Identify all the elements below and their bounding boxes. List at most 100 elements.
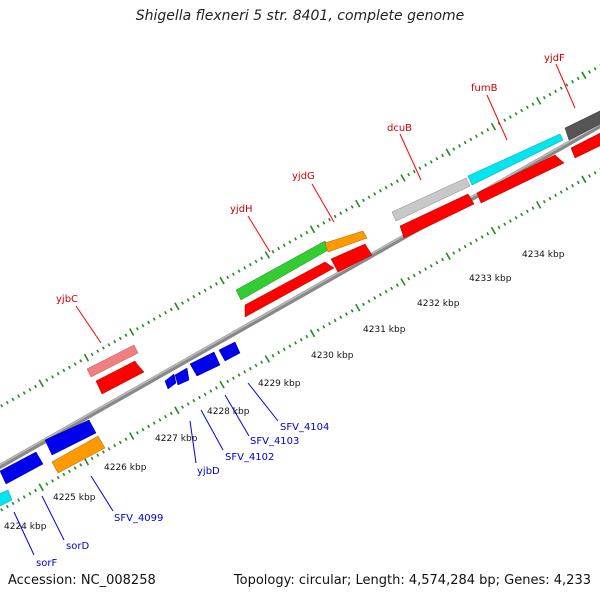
- lower-minor-tick: [101, 450, 105, 454]
- gene-label-dcuB: dcuB: [387, 123, 412, 134]
- lower-gene-labels: sorF sorD SFV_4099 yjbD SFV_4102 SFV_410…: [13, 382, 329, 569]
- lower-minor-tick: [514, 216, 518, 220]
- gene-yjdG: [324, 230, 368, 253]
- upper-minor-tick: [73, 362, 77, 366]
- upper-minor-tick: [56, 372, 60, 376]
- kbp-label-4224: 4224 kbp: [4, 522, 47, 532]
- gene-fumB: [467, 133, 564, 186]
- upper-minor-tick: [458, 144, 461, 148]
- lower-minor-tick: [458, 248, 461, 252]
- tick-row-lower: [0, 168, 600, 512]
- lower-minor-tick: [198, 395, 201, 400]
- gene-label-yjbC: yjbC: [56, 294, 78, 305]
- lower-minor-tick: [345, 312, 348, 316]
- lower-minor-tick: [22, 495, 26, 499]
- lower-minor-tick: [118, 440, 122, 445]
- lower-minor-tick: [412, 273, 416, 278]
- upper-minor-tick: [424, 163, 428, 167]
- gene-blue-2: [174, 367, 190, 386]
- leader-yjdF: [555, 63, 576, 109]
- upper-major-tick: [400, 174, 406, 182]
- lower-minor-tick: [486, 232, 490, 236]
- lower-minor-tick: [107, 447, 111, 451]
- upper-major-tick: [355, 199, 361, 208]
- upper-minor-tick: [118, 336, 122, 341]
- lower-minor-tick: [503, 222, 507, 226]
- upper-major-tick: [129, 328, 135, 336]
- upper-minor-tick: [486, 128, 490, 132]
- gene-blue-3: [189, 351, 221, 377]
- gene-yjdF: [564, 110, 600, 141]
- gene-red-4: [399, 193, 475, 239]
- upper-minor-tick: [135, 327, 139, 331]
- upper-minor-tick: [209, 285, 213, 289]
- lower-minor-tick: [350, 309, 354, 313]
- kbp-label-4227: 4227 kbp: [155, 434, 198, 444]
- lower-minor-tick: [328, 322, 331, 326]
- gene-blue-6: [44, 419, 97, 456]
- lower-minor-tick: [51, 479, 54, 483]
- lower-minor-tick: [11, 501, 15, 506]
- gene-label-SFV_4104: SFV_4104: [280, 422, 329, 433]
- gene-red-2: [244, 261, 335, 318]
- upper-minor-tick: [124, 333, 128, 337]
- gene-orange-1: [51, 435, 106, 474]
- upper-minor-tick: [260, 256, 264, 260]
- lower-minor-tick: [147, 424, 151, 429]
- leader-SFV_4099: [90, 475, 114, 512]
- upper-minor-tick: [169, 307, 173, 312]
- upper-minor-tick: [339, 211, 343, 215]
- leader-yjdG: [311, 183, 335, 223]
- lower-minor-tick: [339, 315, 343, 319]
- gene-blue-4: [218, 341, 241, 362]
- kbp-label-4228: 4228 kbp: [207, 407, 250, 417]
- upper-minor-tick: [107, 343, 111, 347]
- lower-minor-tick: [243, 370, 247, 374]
- upper-minor-tick: [452, 147, 456, 151]
- upper-minor-tick: [328, 218, 331, 222]
- leader-yjbD: [189, 420, 197, 464]
- lower-minor-tick: [237, 373, 241, 377]
- upper-gene-labels: yjbC yjdH yjdG dcuB fumB yjdF: [56, 53, 576, 344]
- upper-minor-tick: [288, 240, 292, 244]
- gene-label-SFV_4103: SFV_4103: [250, 436, 299, 447]
- upper-minor-tick: [299, 234, 303, 238]
- upper-minor-tick: [0, 404, 4, 408]
- gene-label-sorD: sorD: [66, 541, 89, 552]
- upper-minor-tick: [5, 400, 9, 405]
- lower-minor-tick: [480, 235, 484, 239]
- kbp-label-4234: 4234 kbp: [522, 250, 565, 260]
- lower-minor-tick: [45, 482, 49, 486]
- upper-minor-tick: [248, 262, 252, 267]
- lower-minor-tick: [531, 206, 535, 210]
- lower-minor-tick: [271, 354, 275, 358]
- lower-minor-tick: [0, 508, 4, 512]
- gene-cyan-1: [0, 489, 13, 507]
- lower-minor-tick: [418, 270, 422, 274]
- lower-minor-tick: [181, 405, 184, 409]
- kbp-label-4231: 4231 kbp: [363, 325, 406, 335]
- upper-minor-tick: [441, 153, 444, 158]
- gene-red-5: [476, 154, 565, 204]
- gene-dcuB: [391, 177, 471, 222]
- kbp-label-4226: 4226 kbp: [104, 463, 147, 473]
- lower-minor-tick: [508, 219, 512, 223]
- topology-label: Topology: circular; Length: 4,574,284 bp…: [233, 573, 591, 588]
- gene-blue-1: [164, 373, 177, 390]
- lower-major-tick: [536, 201, 542, 209]
- upper-minor-tick: [475, 134, 478, 138]
- leader-SFV_4103: [224, 394, 250, 437]
- leader-sorD: [41, 495, 65, 541]
- upper-minor-tick: [565, 83, 569, 87]
- lower-major-tick: [219, 380, 225, 389]
- lower-minor-tick: [542, 200, 546, 204]
- kbp-scale: 4224 kbp 4225 kbp 4226 kbp 4227 kbp 4228…: [4, 250, 565, 532]
- lower-minor-tick: [282, 347, 286, 351]
- lower-minor-tick: [17, 498, 21, 502]
- kbp-label-4230: 4230 kbp: [311, 351, 354, 361]
- upper-minor-tick: [62, 368, 66, 373]
- lower-major-tick: [400, 278, 406, 286]
- upper-minor-tick: [152, 317, 156, 321]
- upper-minor-tick: [90, 352, 94, 357]
